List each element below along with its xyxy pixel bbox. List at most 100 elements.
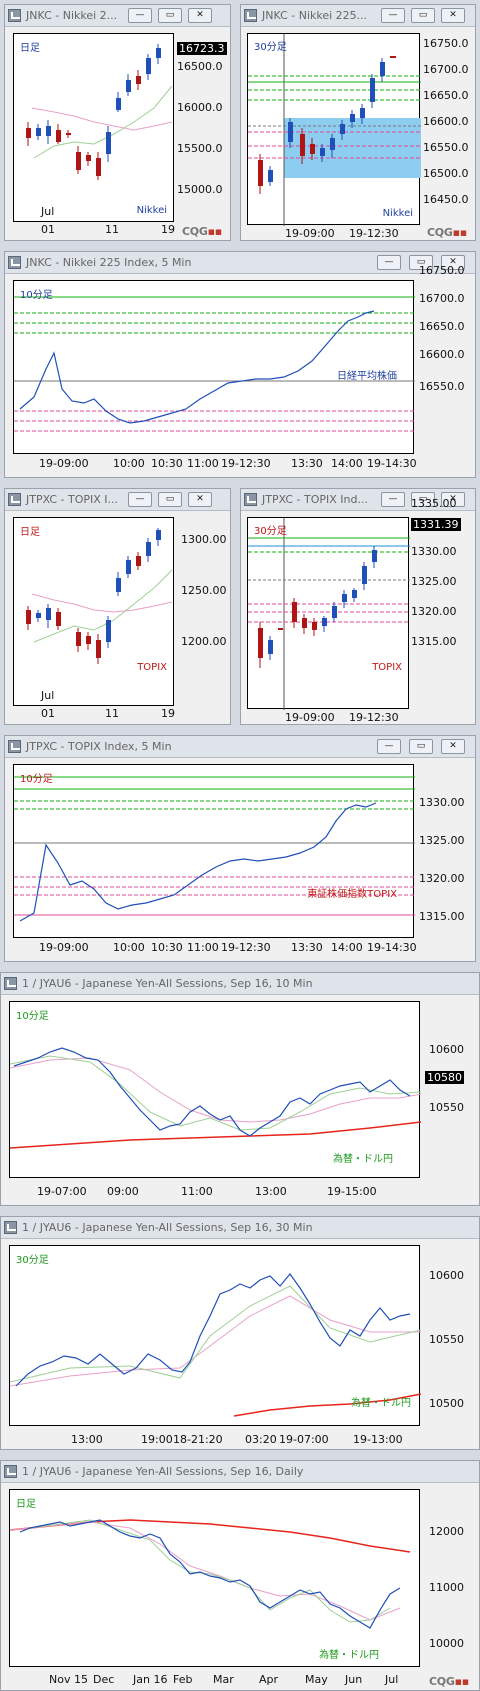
ma-fast-line — [9, 1055, 422, 1131]
x-tick: 11:00 — [187, 457, 219, 470]
ma-slow-line — [9, 1057, 422, 1123]
period-label: 30分足 — [254, 42, 287, 53]
x-tick: 19-15:00 — [327, 1185, 377, 1198]
y-tick: 16650.0 — [423, 89, 469, 102]
y-tick: 10600 — [429, 1043, 464, 1056]
title-bar[interactable]: JTPXC - TOPIX I... — ▭ ✕ — [5, 489, 230, 511]
cqg-logo: CQG▪▪ — [427, 226, 467, 239]
instrument-label: TOPIX — [372, 662, 402, 673]
minimize-button[interactable]: — — [381, 492, 405, 507]
x-tick: 19-09:00 — [285, 227, 335, 240]
window-title: 1 / JYAU6 - Japanese Yen-All Sessions, S… — [22, 977, 313, 990]
price-chart[interactable]: 30分足 為替・ドル円 — [9, 1245, 422, 1426]
close-button[interactable]: ✕ — [188, 8, 212, 23]
y-tick: 16750.0 — [419, 264, 465, 277]
price-chart[interactable]: 10分足 為替・ドル円 — [9, 1001, 422, 1178]
period-label: 30分足 — [16, 1255, 49, 1266]
cqg-logo-text: CQG — [182, 225, 208, 238]
chart-window-yen-30min[interactable]: 1 / JYAU6 - Japanese Yen-All Sessions, S… — [0, 1216, 480, 1450]
x-tick: Feb — [173, 1673, 193, 1686]
cqg-logo-mark: ▪▪ — [454, 1675, 470, 1688]
close-button[interactable]: ✕ — [441, 492, 465, 507]
chart-window-nikkei-daily[interactable]: JNKC - Nikkei 2... — ▭ ✕ 日足 Nikkei 16723… — [4, 4, 231, 241]
window-title: JTPXC - TOPIX Index, 5 Min — [26, 740, 172, 753]
title-bar[interactable]: JNKC - Nikkei 225 Index, 5 Min — ▭ ✕ — [5, 252, 475, 274]
ma-long-line — [9, 1121, 422, 1149]
window-title: 1 / JYAU6 - Japanese Yen-All Sessions, S… — [22, 1221, 313, 1234]
y-tick: 1325.00 — [419, 834, 465, 847]
price-chart-svg — [14, 776, 415, 922]
x-tick: 19-12:30 — [349, 711, 399, 724]
chart-window-nikkei-30min[interactable]: JNKC - Nikkei 225... — ▭ ✕ 30分足 Nikkei 1… — [240, 4, 476, 241]
restore-button[interactable]: ▭ — [409, 739, 433, 754]
last-price-tag: 16723.3 — [177, 42, 227, 55]
x-tick: 10:00 — [113, 941, 145, 954]
period-label: 10分足 — [20, 774, 53, 785]
x-tick: 10:30 — [151, 457, 183, 470]
price-chart[interactable]: 10分足 東証株価指数TOPIX — [13, 764, 415, 938]
x-tick: 01 — [41, 707, 55, 720]
chart-window-icon — [4, 1221, 17, 1234]
instrument-label: 為替・ドル円 — [333, 1154, 393, 1165]
chart-window-yen-10min[interactable]: 1 / JYAU6 - Japanese Yen-All Sessions, S… — [0, 972, 480, 1206]
price-chart[interactable]: 30分足 TOPIX — [247, 517, 410, 710]
title-bar[interactable]: JTPXC - TOPIX Index, 5 Min — ▭ ✕ — [5, 736, 475, 758]
minimize-button[interactable]: — — [381, 8, 405, 23]
restore-button[interactable]: ▭ — [411, 492, 435, 507]
ma-fast-line — [9, 1285, 422, 1383]
chart-window-topix-daily[interactable]: JTPXC - TOPIX I... — ▭ ✕ 日足 TOPIX 1300.0… — [4, 488, 231, 725]
close-button[interactable]: ✕ — [441, 255, 465, 270]
x-tick: Apr — [259, 1673, 279, 1686]
price-chart[interactable]: 10分足 日経平均株価 — [13, 280, 415, 454]
period-label: 日足 — [16, 1499, 36, 1510]
cqg-logo-mark: ▪▪ — [207, 225, 223, 238]
minimize-button[interactable]: — — [128, 8, 152, 23]
close-button[interactable]: ✕ — [441, 8, 465, 23]
price-chart-svg — [26, 44, 173, 180]
chart-window-icon — [8, 9, 21, 22]
chart-window-icon — [244, 493, 257, 506]
x-tick: 03:20 — [245, 1433, 277, 1446]
x-tick: 01 — [41, 223, 55, 236]
y-tick: 10500 — [429, 1397, 464, 1410]
chart-window-icon — [4, 977, 17, 990]
chart-window-nikkei-5min[interactable]: JNKC - Nikkei 225 Index, 5 Min — ▭ ✕ 10分… — [4, 251, 476, 478]
price-chart[interactable]: 30分足 Nikkei — [247, 33, 421, 226]
title-bar[interactable]: 1 / JYAU6 - Japanese Yen-All Sessions, S… — [1, 1217, 479, 1239]
title-bar[interactable]: JNKC - Nikkei 225... — ▭ ✕ — [241, 5, 475, 27]
close-button[interactable]: ✕ — [441, 739, 465, 754]
ma-slow-line — [31, 593, 173, 613]
y-tick: 1325.00 — [411, 575, 457, 588]
price-chart[interactable]: 日足 Nikkei — [13, 33, 174, 222]
minimize-button[interactable]: — — [377, 739, 401, 754]
title-bar[interactable]: 1 / JYAU6 - Japanese Yen-All Sessions, S… — [1, 1461, 479, 1483]
title-bar[interactable]: JTPXC - TOPIX Ind... — ▭ ✕ — [241, 489, 475, 511]
restore-button[interactable]: ▭ — [411, 8, 435, 23]
minimize-button[interactable]: — — [377, 255, 401, 270]
close-button[interactable]: ✕ — [188, 492, 212, 507]
restore-button[interactable]: ▭ — [158, 492, 182, 507]
window-title: JNKC - Nikkei 225... — [262, 9, 368, 22]
x-tick: 09:00 — [107, 1185, 139, 1198]
y-tick: 1330.00 — [411, 545, 457, 558]
x-tick: 10:00 — [113, 457, 145, 470]
month-label: Jul — [41, 689, 55, 702]
x-tick: 14:00 — [331, 941, 363, 954]
chart-window-topix-5min[interactable]: JTPXC - TOPIX Index, 5 Min — ▭ ✕ 10分足 東証… — [4, 735, 476, 962]
chart-window-topix-30min[interactable]: JTPXC - TOPIX Ind... — ▭ ✕ 30分足 TOPIX 13… — [240, 488, 476, 725]
title-bar[interactable]: JNKC - Nikkei 2... — ▭ ✕ — [5, 5, 230, 27]
price-chart[interactable]: 日足 TOPIX — [13, 517, 174, 706]
y-tick: 16550.0 — [423, 141, 469, 154]
cqg-logo-text: CQG — [427, 226, 453, 239]
chart-window-yen-daily[interactable]: 1 / JYAU6 - Japanese Yen-All Sessions, S… — [0, 1460, 480, 1691]
restore-button[interactable]: ▭ — [409, 255, 433, 270]
title-bar[interactable]: 1 / JYAU6 - Japanese Yen-All Sessions, S… — [1, 973, 479, 995]
period-label: 日足 — [20, 527, 40, 538]
x-tick: 19 — [161, 223, 175, 236]
minimize-button[interactable]: — — [128, 492, 152, 507]
y-tick: 16500.0 — [423, 167, 469, 180]
restore-button[interactable]: ▭ — [158, 8, 182, 23]
price-chart[interactable]: 日足 為替・ドル円 — [9, 1489, 420, 1667]
price-chart-svg — [26, 528, 173, 664]
x-tick: Dec — [93, 1673, 115, 1686]
